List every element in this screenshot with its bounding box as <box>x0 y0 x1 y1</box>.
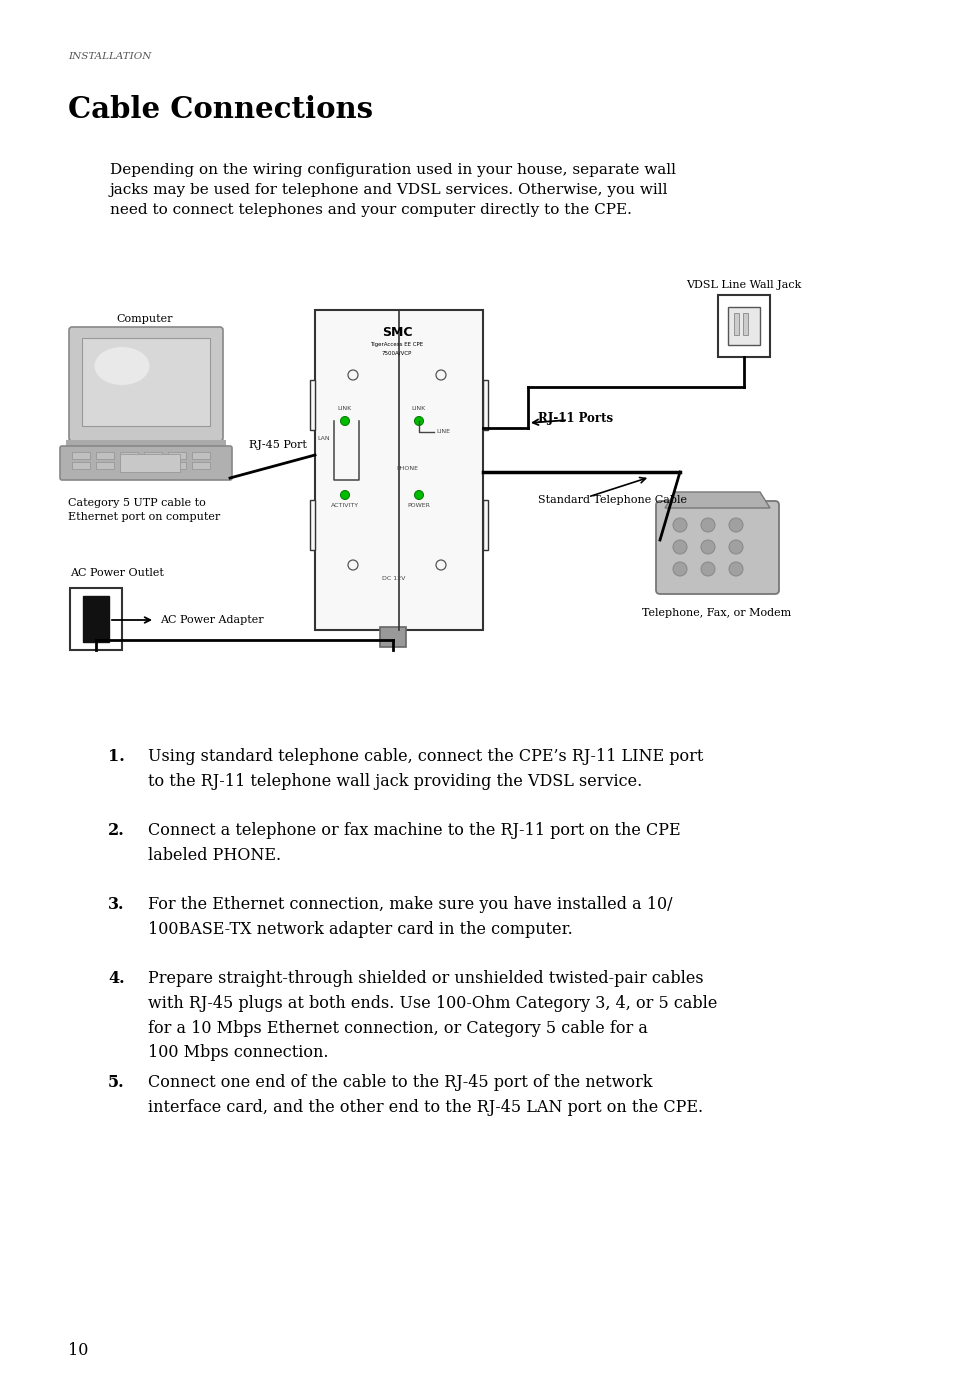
Circle shape <box>340 416 349 426</box>
Text: 10: 10 <box>68 1342 89 1359</box>
FancyBboxPatch shape <box>60 446 232 480</box>
Circle shape <box>700 518 714 532</box>
Text: INSTALLATION: INSTALLATION <box>68 51 152 61</box>
Bar <box>82 339 210 426</box>
Text: Computer: Computer <box>116 314 173 323</box>
Circle shape <box>728 540 742 554</box>
Circle shape <box>728 518 742 532</box>
Text: PHONE: PHONE <box>395 466 417 471</box>
Bar <box>96 452 113 459</box>
Bar <box>192 452 210 459</box>
Text: 2.: 2. <box>108 822 125 838</box>
Text: Connect one end of the cable to the RJ-45 port of the network
interface card, an: Connect one end of the cable to the RJ-4… <box>148 1074 702 1116</box>
Circle shape <box>414 490 423 500</box>
Text: 1.: 1. <box>108 748 125 765</box>
Text: Telephone, Fax, or Modem: Telephone, Fax, or Modem <box>641 608 791 618</box>
Bar <box>718 296 769 357</box>
Bar <box>83 595 109 643</box>
Text: Cable Connections: Cable Connections <box>68 94 373 124</box>
Text: AC Power Outlet: AC Power Outlet <box>70 568 164 577</box>
Bar <box>168 452 186 459</box>
Text: SMC: SMC <box>381 326 412 339</box>
Text: 5.: 5. <box>108 1074 125 1091</box>
Text: Category 5 UTP cable to
Ethernet port on computer: Category 5 UTP cable to Ethernet port on… <box>68 498 220 522</box>
Bar <box>192 462 210 469</box>
Circle shape <box>414 416 423 426</box>
Bar <box>742 314 747 335</box>
Text: LINK: LINK <box>337 407 352 411</box>
Ellipse shape <box>94 347 150 384</box>
Text: LINE: LINE <box>436 429 450 433</box>
Text: TigerAccess EE CPE: TigerAccess EE CPE <box>370 341 423 347</box>
Text: ACTIVITY: ACTIVITY <box>331 502 358 508</box>
Text: Using standard telephone cable, connect the CPE’s RJ-11 LINE port
to the RJ-11 t: Using standard telephone cable, connect … <box>148 748 702 790</box>
Circle shape <box>672 540 686 554</box>
Circle shape <box>340 490 349 500</box>
Text: RJ-45 Port: RJ-45 Port <box>249 440 307 450</box>
Text: Depending on the wiring configuration used in your house, separate wall
jacks ma: Depending on the wiring configuration us… <box>110 162 676 217</box>
Bar <box>144 452 162 459</box>
Bar <box>733 314 739 335</box>
FancyBboxPatch shape <box>69 328 223 441</box>
Bar <box>379 627 406 647</box>
Bar <box>482 380 488 430</box>
Bar <box>120 454 180 472</box>
Circle shape <box>700 540 714 554</box>
Text: 4.: 4. <box>108 970 125 987</box>
Bar <box>314 310 482 630</box>
Text: Connect a telephone or fax machine to the RJ-11 port on the CPE
labeled PHONE.: Connect a telephone or fax machine to th… <box>148 822 679 863</box>
Circle shape <box>728 562 742 576</box>
Text: LAN: LAN <box>317 436 330 441</box>
Bar <box>70 589 122 650</box>
Text: VDSL Line Wall Jack: VDSL Line Wall Jack <box>685 280 801 290</box>
Bar <box>727 307 760 346</box>
Bar <box>482 500 488 550</box>
Bar <box>71 462 90 469</box>
Circle shape <box>700 562 714 576</box>
FancyBboxPatch shape <box>656 501 779 594</box>
Bar <box>120 462 138 469</box>
Text: LINK: LINK <box>412 407 426 411</box>
Circle shape <box>672 562 686 576</box>
Bar <box>96 462 113 469</box>
Circle shape <box>672 518 686 532</box>
Text: RJ-11 Ports: RJ-11 Ports <box>537 411 613 425</box>
Polygon shape <box>664 491 769 508</box>
Bar <box>120 452 138 459</box>
Text: 3.: 3. <box>108 897 125 913</box>
Text: For the Ethernet connection, make sure you have installed a 10/
100BASE-TX netwo: For the Ethernet connection, make sure y… <box>148 897 672 938</box>
Bar <box>66 440 226 448</box>
Bar <box>310 500 314 550</box>
Text: Prepare straight-through shielded or unshielded twisted-pair cables
with RJ-45 p: Prepare straight-through shielded or uns… <box>148 970 717 1062</box>
Bar <box>168 462 186 469</box>
Text: DC 12V: DC 12V <box>382 576 405 582</box>
Bar <box>310 380 314 430</box>
Bar <box>144 462 162 469</box>
Text: POWER: POWER <box>407 502 430 508</box>
Text: Standard Telephone Cable: Standard Telephone Cable <box>537 496 686 505</box>
Bar <box>71 452 90 459</box>
Text: AC Power Adapter: AC Power Adapter <box>160 615 263 625</box>
Text: 7500A/VCP: 7500A/VCP <box>381 351 412 355</box>
